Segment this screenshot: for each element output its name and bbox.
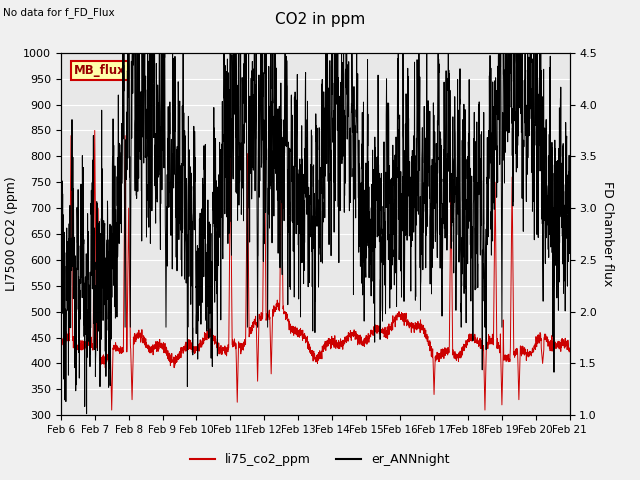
Y-axis label: LI7500 CO2 (ppm): LI7500 CO2 (ppm) — [4, 177, 17, 291]
Text: CO2 in ppm: CO2 in ppm — [275, 12, 365, 27]
Legend: li75_co2_ppm, er_ANNnight: li75_co2_ppm, er_ANNnight — [186, 448, 454, 471]
Y-axis label: FD Chamber flux: FD Chamber flux — [601, 181, 614, 287]
Text: No data for f_FD_Flux: No data for f_FD_Flux — [3, 7, 115, 18]
Text: MB_flux: MB_flux — [74, 64, 125, 77]
